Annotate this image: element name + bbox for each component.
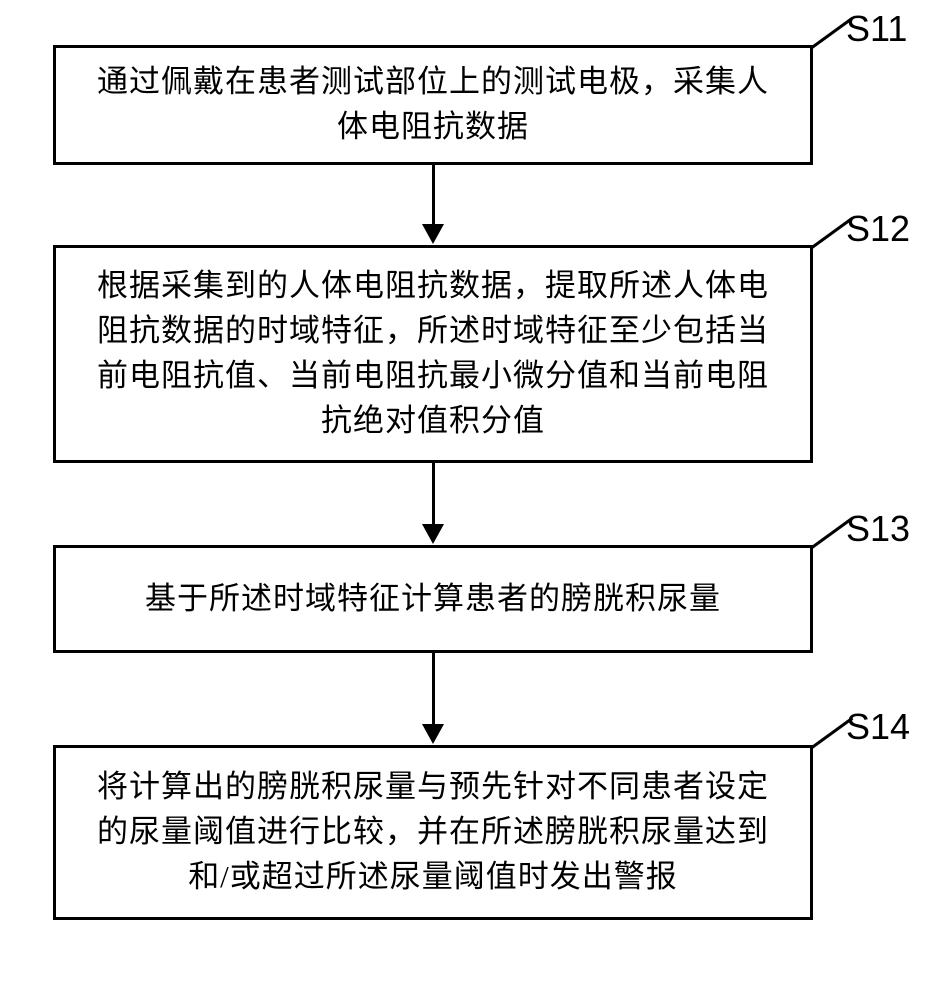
arrow-line [432, 653, 435, 725]
step-label-s12: S12 [846, 208, 910, 250]
step-text-s12: 根据采集到的人体电阻抗数据，提取所述人体电阻抗数据的时域特征，所述时域特征至少包… [84, 264, 782, 444]
arrow-head [422, 524, 444, 544]
step-box-s12: 根据采集到的人体电阻抗数据，提取所述人体电阻抗数据的时域特征，所述时域特征至少包… [53, 245, 813, 463]
flowchart-container: 通过佩戴在患者测试部位上的测试电极，采集人体电阻抗数据 S11 根据采集到的人体… [0, 0, 934, 1000]
arrow-head [422, 224, 444, 244]
arrow-line [432, 463, 435, 525]
arrow-3 [422, 653, 444, 744]
arrow-head [422, 724, 444, 744]
arrow-2 [422, 463, 444, 544]
step-box-s13: 基于所述时域特征计算患者的膀胱积尿量 [53, 545, 813, 653]
arrow-line [432, 165, 435, 225]
step-text-s13: 基于所述时域特征计算患者的膀胱积尿量 [145, 577, 721, 622]
step-label-s14: S14 [846, 706, 910, 748]
step-text-s11: 通过佩戴在患者测试部位上的测试电极，采集人体电阻抗数据 [84, 60, 782, 150]
step-label-s11: S11 [846, 8, 907, 50]
step-label-s13: S13 [846, 508, 910, 550]
step-text-s14: 将计算出的膀胱积尿量与预先针对不同患者设定的尿量阈值进行比较，并在所述膀胱积尿量… [84, 765, 782, 900]
arrow-1 [422, 165, 444, 244]
step-box-s11: 通过佩戴在患者测试部位上的测试电极，采集人体电阻抗数据 [53, 45, 813, 165]
step-box-s14: 将计算出的膀胱积尿量与预先针对不同患者设定的尿量阈值进行比较，并在所述膀胱积尿量… [53, 745, 813, 920]
